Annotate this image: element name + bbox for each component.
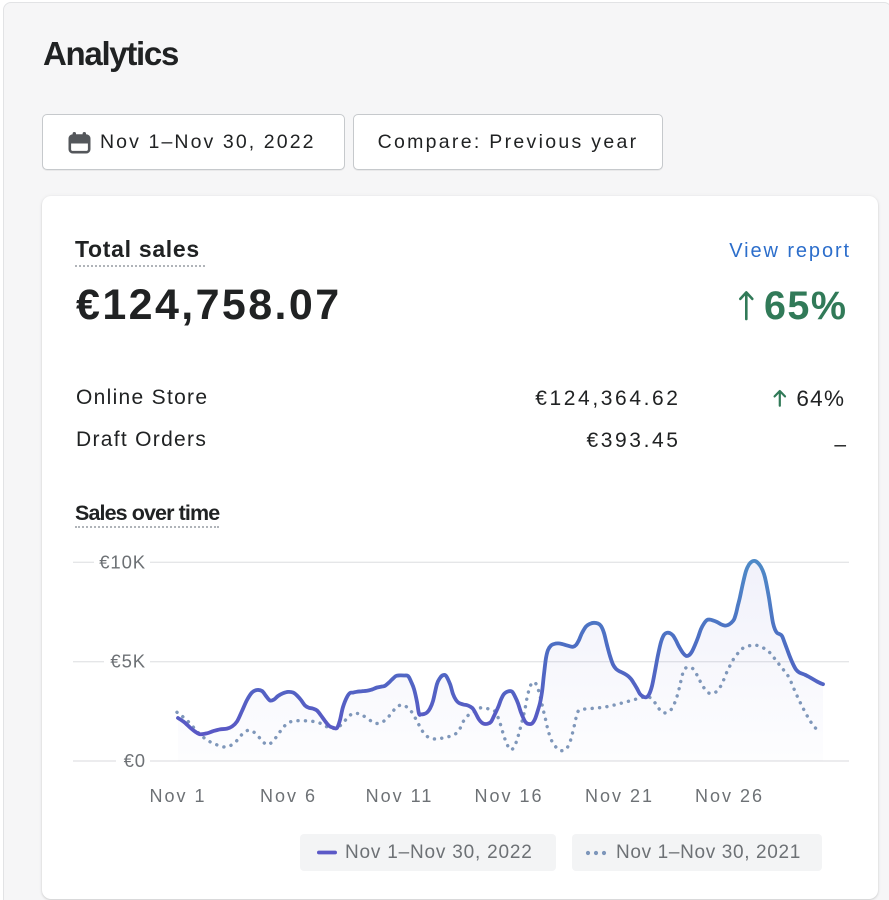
svg-text:€10K: €10K — [99, 551, 146, 572]
svg-text:Nov 11: Nov 11 — [366, 786, 434, 806]
svg-text:€5K: €5K — [110, 651, 146, 672]
svg-text:Nov 6: Nov 6 — [260, 786, 317, 806]
svg-text:Nov 1: Nov 1 — [149, 786, 206, 806]
svg-text:Nov 16: Nov 16 — [474, 786, 543, 806]
svg-text:€0: €0 — [124, 750, 146, 771]
svg-text:Nov 26: Nov 26 — [695, 786, 764, 806]
svg-text:Nov 21: Nov 21 — [585, 786, 654, 806]
